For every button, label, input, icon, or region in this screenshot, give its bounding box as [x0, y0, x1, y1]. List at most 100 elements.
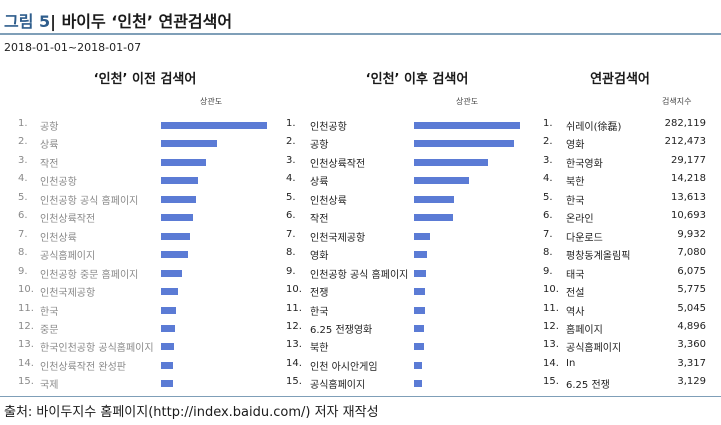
figure-title-text: 바이두 ‘인천’ 연관검색어 — [61, 12, 233, 31]
before-term: 인천국제공항 — [40, 288, 96, 300]
related-term: 북한 — [566, 177, 585, 189]
before-bar — [161, 306, 176, 314]
before-term: 인천상륙작전 — [40, 214, 96, 226]
before-term: 공항 — [40, 122, 59, 133]
before-term: 상륙 — [40, 140, 59, 152]
related-header: 검색지수 — [662, 97, 692, 106]
related-rank: 14. — [543, 357, 559, 369]
before-bar — [161, 140, 218, 148]
after-rank: 1. — [286, 118, 296, 129]
before-bar — [161, 380, 173, 388]
after-bar — [414, 324, 424, 332]
after-term: 전쟁 — [310, 288, 329, 300]
related-rank: 7. — [543, 228, 553, 240]
related-term: In — [566, 357, 576, 369]
before-rank: 10. — [18, 284, 34, 296]
related-term: 한국 — [566, 195, 585, 207]
before-rank: 13. — [18, 339, 34, 351]
related-count: 13,613 — [671, 191, 706, 203]
after-term: 인천국제공항 — [310, 232, 366, 244]
date-range: 2018-01-01~2018-01-07 — [4, 41, 142, 54]
before-rank: 7. — [18, 228, 28, 240]
after-term: 북한 — [310, 343, 329, 355]
before-term: 인천상륙작전 완성판 — [40, 361, 126, 373]
after-header: 상관도 — [456, 97, 479, 106]
after-term: 인천공항 — [310, 122, 347, 133]
related-term: 한국영화 — [566, 158, 603, 170]
related-count: 10,693 — [671, 210, 706, 222]
before-term: 인천상륙 — [40, 232, 77, 244]
related-count: 5,775 — [677, 284, 706, 296]
related-count: 14,218 — [671, 173, 706, 185]
related-count: 7,080 — [677, 247, 706, 259]
after-rank: 7. — [286, 228, 296, 240]
after-rank: 14. — [286, 357, 302, 369]
before-bar — [161, 251, 188, 259]
before-term: 한국인천공항 공식홈페이지 — [40, 343, 154, 355]
before-bar — [161, 269, 183, 277]
after-bar — [414, 306, 425, 314]
after-rank: 15. — [286, 376, 302, 388]
related-rank: 12. — [543, 320, 559, 332]
before-rank: 11. — [18, 302, 34, 314]
after-rank: 4. — [286, 173, 296, 185]
after-rank: 5. — [286, 191, 296, 203]
after-bar — [414, 177, 470, 185]
before-term: 인천공항 — [40, 177, 77, 189]
after-bar — [414, 232, 430, 240]
before-rank: 8. — [18, 247, 28, 259]
after-term: 한국 — [310, 306, 329, 318]
related-rank: 2. — [543, 136, 553, 148]
related-count: 3,317 — [677, 357, 706, 369]
before-rank: 6. — [18, 210, 28, 222]
before-rank: 3. — [18, 154, 28, 166]
before-bar — [161, 122, 267, 129]
before-rank: 1. — [18, 118, 28, 129]
header-rule — [0, 33, 721, 35]
before-bar — [161, 158, 206, 166]
after-bar — [414, 269, 426, 277]
related-rank: 9. — [543, 265, 553, 277]
related-count: 29,177 — [671, 154, 706, 166]
before-bar — [161, 288, 178, 296]
figure-title: 그림 5| 바이두 ‘인천’ 연관검색어 — [4, 8, 232, 32]
after-bar — [414, 361, 423, 369]
related-term: 온라인 — [566, 214, 594, 226]
after-rank: 2. — [286, 136, 296, 148]
before-bar — [161, 214, 193, 222]
before-rank: 14. — [18, 357, 34, 369]
after-bar — [414, 158, 489, 166]
before-rank: 9. — [18, 265, 28, 277]
related-term: 6.25 전쟁 — [566, 380, 610, 392]
after-bar — [414, 251, 427, 259]
before-bar — [161, 177, 199, 185]
after-bar — [414, 343, 424, 351]
after-term: 작전 — [310, 214, 329, 226]
related-term: 공식홈페이지 — [566, 343, 622, 355]
related-count: 282,119 — [664, 118, 706, 129]
after-term: 인천 아시안게임 — [310, 361, 378, 373]
related-term: 전설 — [566, 288, 585, 300]
after-bar — [414, 380, 423, 388]
after-bar — [414, 140, 514, 148]
after-term: 6.25 전쟁영화 — [310, 324, 373, 336]
related-count: 212,473 — [664, 136, 706, 148]
after-term: 인천상륙 — [310, 195, 347, 207]
before-bar — [161, 361, 173, 369]
related-term: 역사 — [566, 306, 585, 318]
related-rank: 5. — [543, 191, 553, 203]
before-bar — [161, 195, 196, 203]
before-header: 상관도 — [200, 97, 223, 106]
related-count: 3,360 — [677, 339, 706, 351]
related-term: 영화 — [566, 140, 585, 152]
figure-number: 그림 5 — [4, 12, 51, 31]
before-term: 중문 — [40, 324, 59, 336]
after-rank: 13. — [286, 339, 302, 351]
before-term: 한국 — [40, 306, 59, 318]
related-term: 다운로드 — [566, 232, 603, 244]
before-rank: 5. — [18, 191, 28, 203]
after-term: 인천공항 공식 홈페이지 — [310, 269, 409, 281]
after-bar — [414, 214, 454, 222]
related-rank: 1. — [543, 118, 553, 129]
related-count: 9,932 — [677, 228, 706, 240]
